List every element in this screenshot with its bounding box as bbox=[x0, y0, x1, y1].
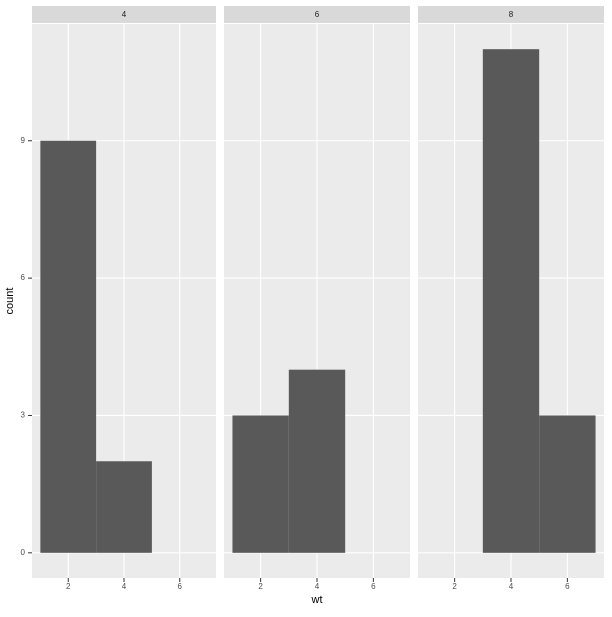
x-tick-label: 6 bbox=[565, 582, 570, 591]
x-tick-label: 4 bbox=[315, 582, 320, 591]
bar bbox=[40, 140, 97, 553]
y-axis-title: count bbox=[4, 288, 16, 315]
x-tick-label: 2 bbox=[258, 582, 263, 591]
bar bbox=[539, 415, 596, 553]
facet-title: 8 bbox=[509, 10, 514, 19]
bar bbox=[482, 49, 540, 553]
x-axis-title: wt bbox=[311, 594, 323, 606]
strip bbox=[418, 6, 604, 23]
y-tick-label: 6 bbox=[21, 273, 26, 282]
x-tick-label: 6 bbox=[178, 582, 183, 591]
bar bbox=[96, 461, 152, 553]
x-tick-label: 6 bbox=[371, 582, 376, 591]
x-tick-label: 2 bbox=[66, 582, 71, 591]
strip bbox=[32, 6, 216, 23]
y-tick-label: 9 bbox=[21, 136, 26, 145]
bar bbox=[232, 415, 289, 553]
facet-title: 4 bbox=[122, 10, 127, 19]
x-tick-label: 4 bbox=[509, 582, 514, 591]
x-tick-label: 4 bbox=[122, 582, 127, 591]
y-tick-label: 3 bbox=[21, 411, 26, 420]
bar bbox=[288, 369, 346, 553]
x-tick-label: 2 bbox=[452, 582, 457, 591]
strip bbox=[224, 6, 410, 23]
y-tick-label: 0 bbox=[21, 548, 26, 557]
facet-title: 6 bbox=[315, 10, 320, 19]
